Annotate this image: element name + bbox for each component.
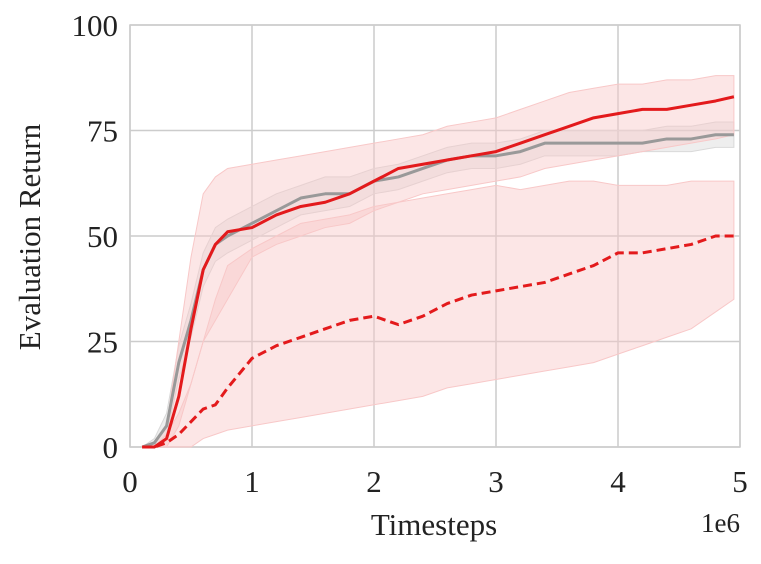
x-tick-label: 3: [488, 464, 504, 499]
series-line: [142, 234, 734, 449]
x-tick-label: 1: [244, 464, 260, 499]
x-axis-label: Timesteps: [371, 507, 497, 542]
confidence-band: [142, 180, 735, 448]
y-axis-label: Evaluation Return: [12, 123, 47, 350]
y-tick-label: 0: [103, 430, 119, 465]
x-tick-label: 2: [366, 464, 382, 499]
y-tick-label: 50: [87, 219, 118, 254]
x-offset-label: 1e6: [701, 508, 740, 538]
confidence-band: [142, 75, 735, 448]
series-line: [142, 95, 735, 449]
y-tick-label: 75: [87, 114, 118, 149]
x-tick-label: 0: [122, 464, 138, 499]
y-tick-label: 100: [72, 8, 119, 43]
x-tick-label: 4: [610, 464, 626, 499]
x-tick-label: 5: [732, 464, 748, 499]
y-tick-label: 25: [87, 325, 118, 360]
